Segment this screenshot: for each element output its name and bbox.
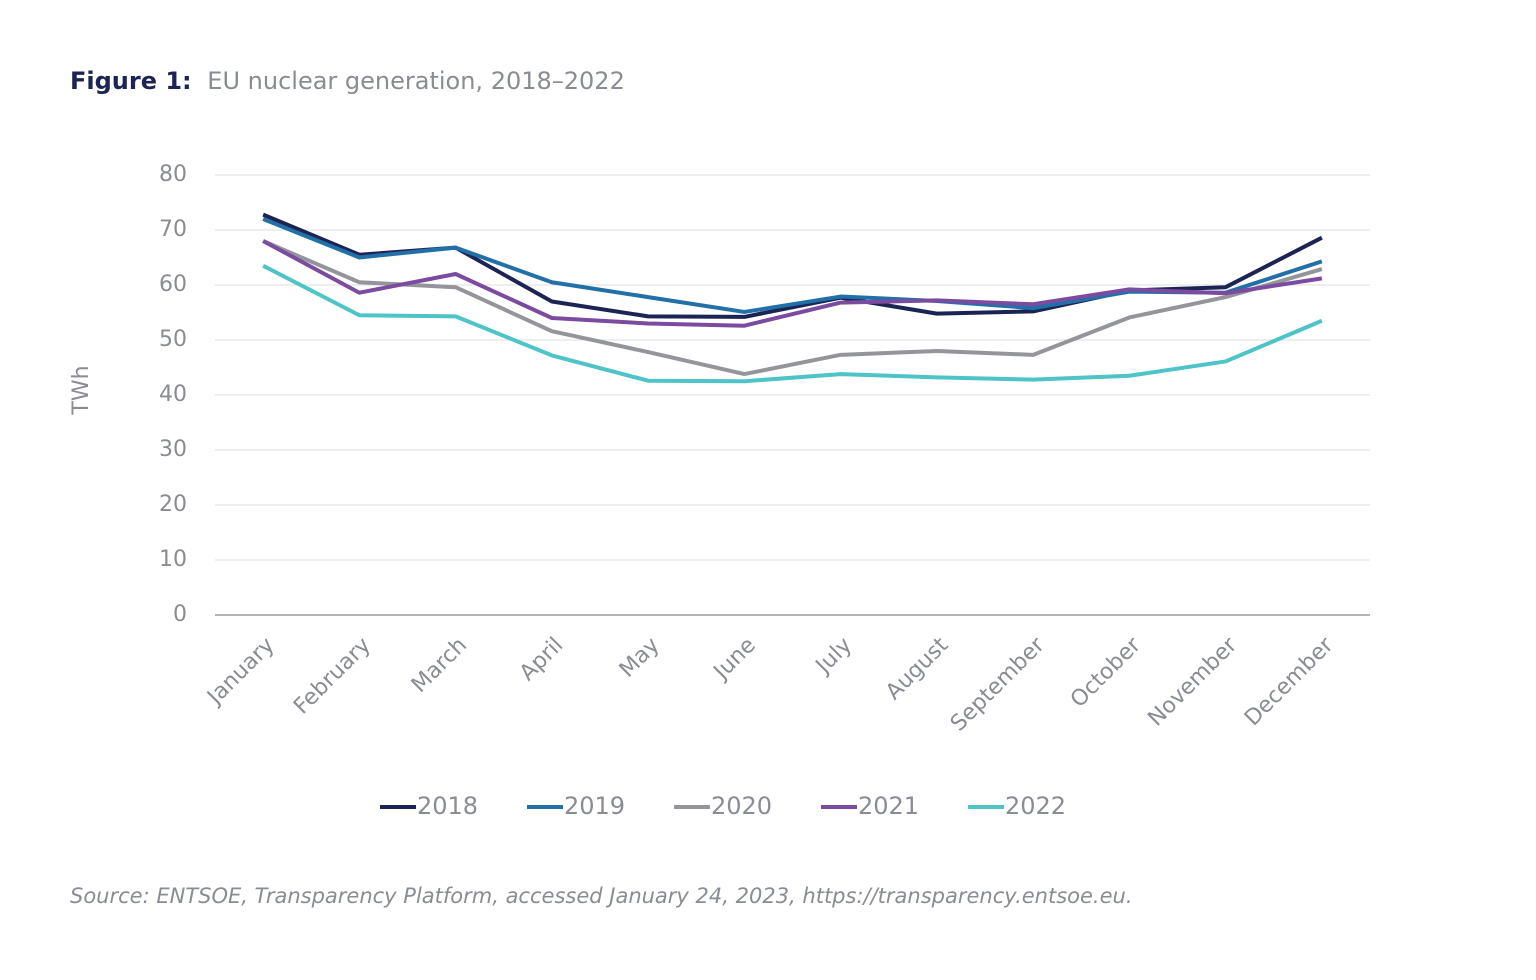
x-tick-label: July (810, 633, 857, 680)
x-tick-label: August (881, 633, 953, 705)
y-tick-label: 70 (159, 217, 187, 242)
y-tick-label: 0 (173, 602, 187, 627)
y-tick-label: 20 (159, 492, 187, 517)
x-tick-label: September (946, 632, 1050, 736)
title-text: EU nuclear generation, 2018–2022 (207, 67, 625, 95)
x-tick-label: February (289, 633, 376, 720)
legend-label: 2019 (564, 792, 625, 820)
x-tick-label: March (407, 633, 472, 698)
series-line (262, 239, 1323, 377)
series-line (262, 263, 1323, 384)
series-line (262, 239, 1323, 328)
legend-label: 2020 (711, 792, 772, 820)
y-tick-label: 40 (159, 382, 187, 407)
legend-label: 2022 (1005, 792, 1066, 820)
x-tick-label: December (1240, 632, 1339, 731)
series-line (262, 217, 1323, 314)
y-tick-label: 50 (159, 327, 187, 352)
y-tick-label: 30 (159, 437, 187, 462)
x-tick-label: January (202, 633, 280, 711)
y-tick-label: 60 (159, 272, 187, 297)
x-tick-label: April (515, 633, 568, 686)
chart-title: Figure 1: EU nuclear generation, 2018–20… (70, 67, 625, 95)
x-tick-label: June (708, 633, 761, 686)
legend-label: 2021 (858, 792, 919, 820)
y-tick-label: 80 (159, 162, 187, 187)
x-tick-label: November (1144, 632, 1243, 731)
title-label: Figure 1: (70, 67, 192, 95)
legend-label: 2018 (417, 792, 478, 820)
y-axis-label: TWh (69, 365, 94, 415)
x-tick-label: October (1066, 632, 1147, 713)
source-note: Source: ENTSOE, Transparency Platform, a… (70, 884, 1133, 908)
y-tick-label: 10 (159, 547, 187, 572)
x-tick-label: May (615, 633, 665, 683)
